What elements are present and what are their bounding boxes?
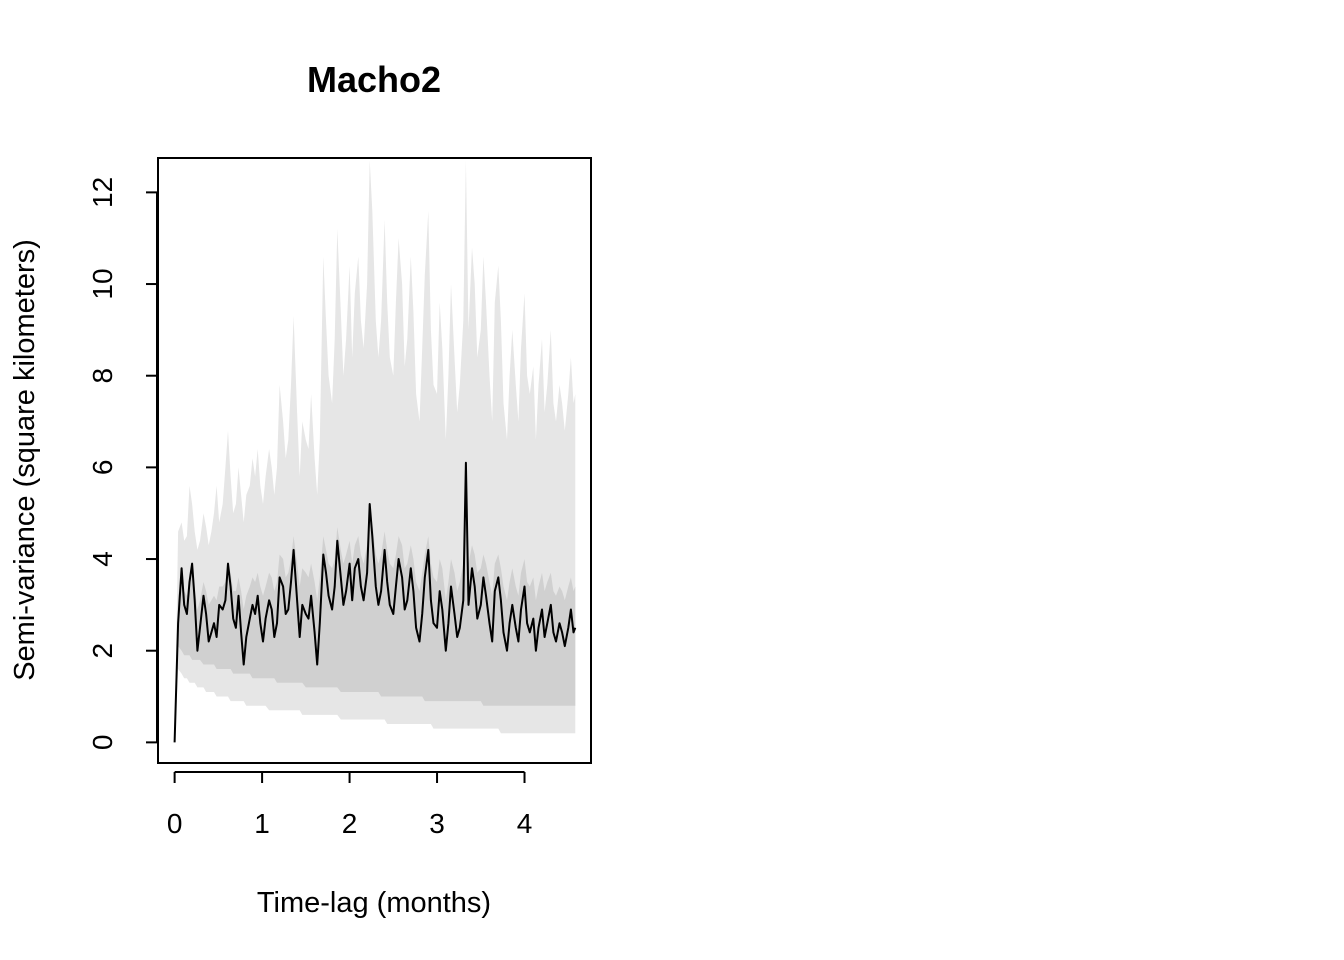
x-tick-label: 1 (254, 808, 270, 839)
y-tick-label: 4 (87, 551, 118, 567)
chart-title: Macho2 (307, 59, 441, 100)
y-axis-label: Semi-variance (square kilometers) (9, 239, 41, 681)
y-axis: 0 2 4 6 8 10 12 (87, 177, 158, 751)
inner-confidence-band (174, 504, 576, 743)
x-tick-label: 3 (429, 808, 445, 839)
confidence-bands (174, 160, 576, 743)
x-tick-label: 4 (517, 808, 533, 839)
semivariance-line (173, 461, 577, 743)
y-tick-label: 0 (87, 735, 118, 751)
semivariance-line-group (173, 461, 577, 743)
x-tick-label: 0 (167, 808, 183, 839)
x-axis: 0 1 2 3 4 (167, 771, 533, 839)
y-tick-label: 10 (87, 268, 118, 299)
x-axis-label: Time-lag (months) (257, 887, 491, 919)
y-tick-label: 12 (87, 177, 118, 208)
x-tick-label: 2 (342, 808, 358, 839)
y-tick-label: 2 (87, 643, 118, 659)
y-tick-label: 6 (87, 460, 118, 476)
y-tick-label: 8 (87, 368, 118, 384)
